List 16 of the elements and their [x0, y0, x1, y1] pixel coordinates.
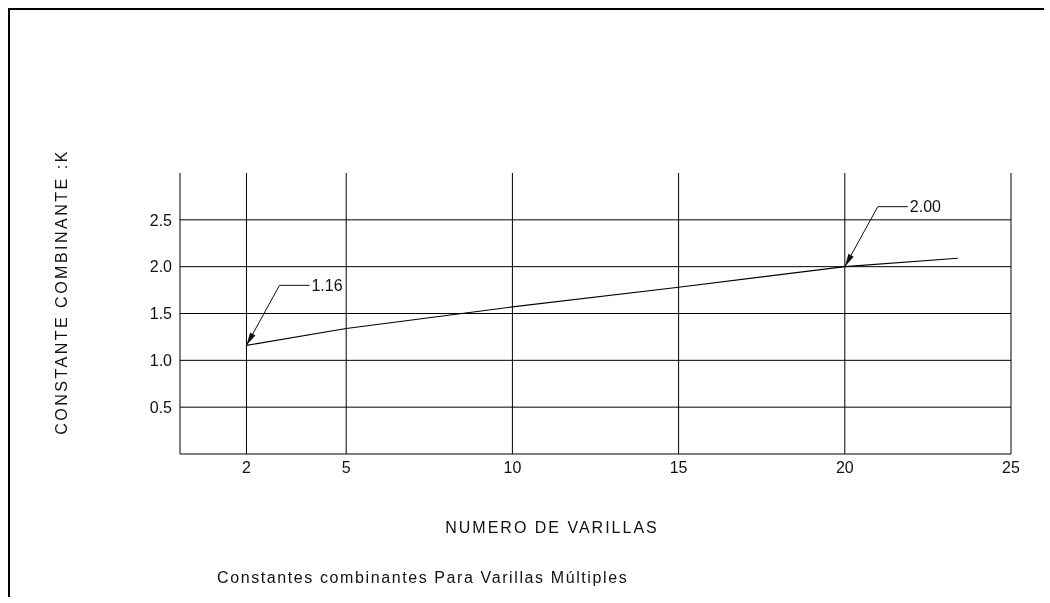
x-tick-label: 5	[341, 459, 351, 477]
x-tick-label: 15	[669, 459, 688, 477]
x-tick-label: 2	[242, 459, 252, 477]
y-tick-label: 2.0	[149, 258, 173, 276]
annotation: 2.00	[909, 198, 942, 216]
x-tick-label: 10	[503, 459, 522, 477]
y-axis-title: CONSTANTE COMBINANTE :K	[53, 149, 71, 435]
x-axis-title: NUMERO DE VARILLAS	[445, 519, 659, 537]
x-tick-label: 25	[1002, 459, 1020, 477]
y-tick-label: 0.5	[149, 398, 173, 416]
x-tick-label: 20	[835, 459, 854, 477]
y-tick-label: 1.0	[149, 352, 173, 370]
text: Constantes combinantes Para Varillas Múltiples	[217, 569, 629, 587]
annotation: 1.16	[311, 276, 343, 294]
y-tick-label: 1.5	[149, 305, 173, 323]
y-tick-label: 2.5	[149, 211, 173, 229]
